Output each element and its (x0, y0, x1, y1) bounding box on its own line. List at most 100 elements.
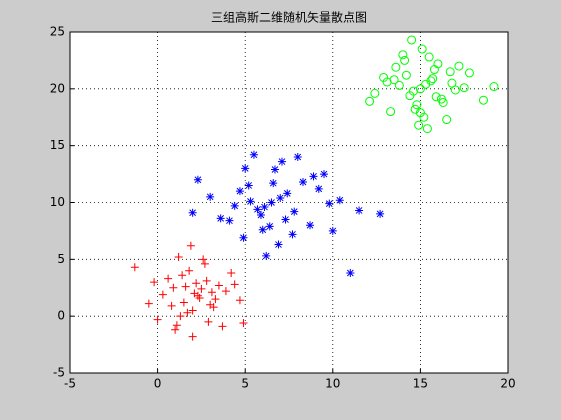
point (241, 164, 250, 173)
x-tick-label: 20 (500, 377, 515, 391)
point (314, 184, 323, 193)
marker-shape (241, 164, 250, 173)
marker-shape (171, 325, 180, 334)
marker-shape (200, 259, 209, 268)
marker-shape (244, 181, 253, 190)
point (181, 282, 190, 291)
point (436, 94, 446, 104)
marker-shape (276, 193, 285, 202)
marker-shape (269, 179, 278, 188)
point (202, 276, 211, 285)
point (200, 259, 209, 268)
point (412, 100, 422, 110)
point (262, 251, 271, 260)
marker-shape (186, 241, 195, 250)
marker-shape (183, 308, 192, 317)
marker-shape (192, 279, 201, 288)
point (171, 325, 180, 334)
point (401, 70, 411, 80)
point (265, 222, 274, 231)
point (239, 233, 248, 242)
marker-circle (464, 68, 474, 78)
point (365, 96, 375, 106)
point (417, 44, 427, 54)
y-tick-label: -5 (53, 366, 65, 380)
point (379, 72, 389, 82)
marker-shape (225, 216, 234, 225)
marker-circle (412, 100, 422, 110)
marker-shape (283, 189, 292, 198)
marker-shape (293, 153, 302, 162)
point (235, 296, 244, 305)
point (394, 80, 404, 90)
point (199, 255, 208, 264)
marker-shape (188, 332, 197, 341)
x-tick-label: 15 (413, 377, 428, 391)
marker-shape (262, 251, 271, 260)
point (206, 192, 215, 201)
point (478, 95, 488, 105)
marker-shape (214, 281, 223, 290)
point (216, 214, 225, 223)
marker-shape (206, 300, 215, 309)
marker-shape (221, 287, 230, 296)
point (293, 153, 302, 162)
point (299, 178, 308, 187)
marker-shape (150, 278, 159, 287)
point (174, 253, 183, 262)
marker-circle (489, 82, 499, 92)
point (355, 206, 364, 215)
marker-shape (281, 215, 290, 224)
marker-shape (246, 197, 255, 206)
marker-shape (199, 255, 208, 264)
point (230, 280, 239, 289)
y-tick-label: 10 (50, 195, 65, 209)
point (221, 287, 230, 296)
x-tick-label: -5 (64, 377, 76, 391)
point (211, 295, 220, 304)
marker-shape (174, 253, 183, 262)
marker-shape (164, 274, 173, 283)
marker-shape (172, 321, 181, 330)
marker-shape (253, 205, 262, 214)
point (206, 300, 215, 309)
point (169, 283, 178, 292)
marker-shape (249, 150, 258, 159)
marker-shape (256, 211, 265, 220)
point (408, 86, 418, 96)
marker-shape (290, 207, 299, 216)
point (370, 88, 380, 98)
marker-circle (426, 76, 436, 86)
marker-circle (424, 52, 434, 62)
marker-shape (188, 306, 197, 315)
point (270, 165, 279, 174)
point (415, 108, 425, 118)
marker-circle (417, 44, 427, 54)
marker-shape (265, 222, 274, 231)
point (447, 78, 457, 88)
point (188, 332, 197, 341)
marker-shape (206, 192, 215, 201)
marker-shape (376, 209, 385, 218)
point (328, 226, 337, 235)
marker-circle (389, 75, 399, 85)
marker-shape (178, 271, 187, 280)
point (158, 290, 167, 299)
marker-circle (454, 61, 464, 71)
point (288, 230, 297, 239)
point (391, 62, 401, 72)
point (258, 225, 267, 234)
marker-circle (408, 86, 418, 96)
point (193, 175, 202, 184)
marker-circle (414, 120, 424, 130)
point (225, 216, 234, 225)
point (442, 115, 452, 125)
marker-circle (459, 83, 469, 93)
point (230, 201, 239, 210)
marker-circle (394, 80, 404, 90)
point (400, 55, 410, 65)
marker-shape (270, 165, 279, 174)
point (489, 82, 499, 92)
point (178, 271, 187, 280)
